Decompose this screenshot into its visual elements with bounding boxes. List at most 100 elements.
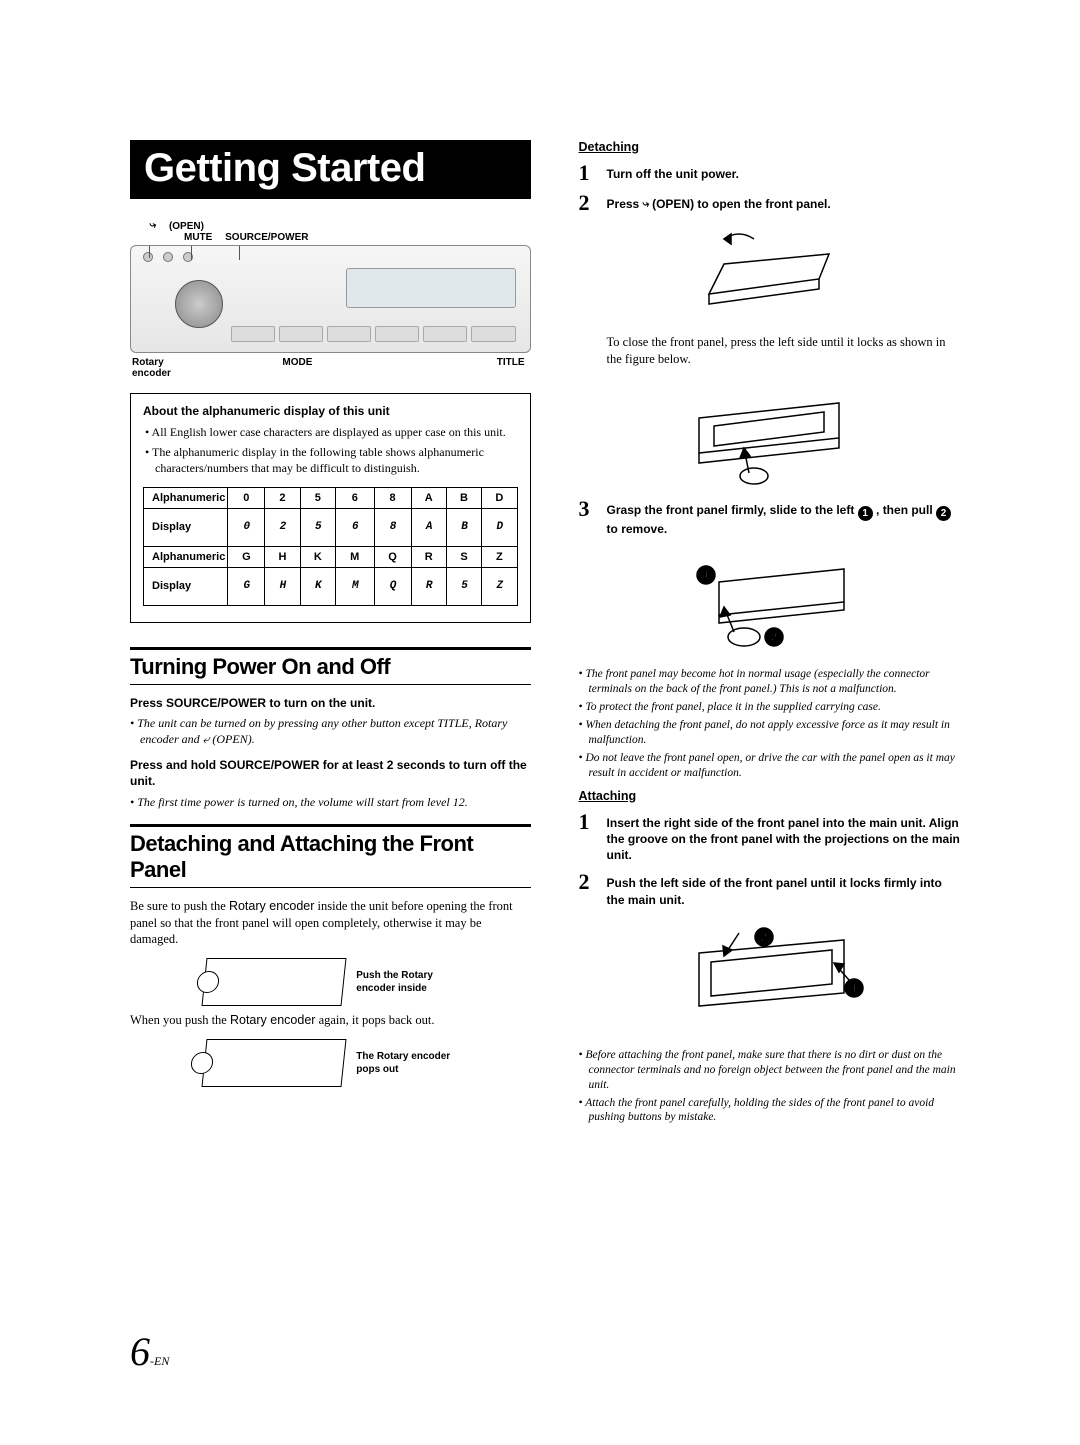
open-icon: ⤶ (148, 218, 158, 232)
table-cell: D (482, 487, 517, 508)
section-heading-detach: Detaching and Attaching the Front Panel (130, 824, 531, 888)
figure-open-panel (689, 224, 849, 324)
label-mode: MODE (282, 357, 312, 379)
figure-push-encoder: Push the Rotary encoder inside (130, 958, 531, 1006)
step-number: 2 (579, 192, 597, 214)
step-text: Grasp the front panel firmly, slide to t… (607, 498, 960, 537)
label-rotary-encoder: Rotary encoder (132, 357, 188, 379)
step-text: Insert the right side of the front panel… (607, 811, 960, 864)
label-title: TITLE (497, 357, 525, 379)
circle-2-icon: 2 (936, 506, 951, 521)
banner-title: Getting Started (130, 140, 531, 199)
info-bullet: The alphanumeric display in the followin… (143, 444, 518, 476)
svg-text:2: 2 (771, 630, 778, 644)
table-cell: 0 (228, 487, 265, 508)
table-cell: 8 (374, 487, 411, 508)
table-cell: Z (482, 546, 517, 567)
table-seg-cell: B (446, 508, 481, 546)
step-3: 3 Grasp the front panel firmly, slide to… (579, 498, 960, 537)
step-text: Press ⤶ (OPEN) to open the front panel. (607, 192, 831, 214)
label-open: (OPEN) (169, 221, 204, 232)
table-row-label: Alphanumeric (144, 546, 228, 567)
section-heading-power: Turning Power On and Off (130, 647, 531, 685)
table-row-label: Alphanumeric (144, 487, 228, 508)
step-1: 1 Turn off the unit power. (579, 162, 960, 184)
attach-notes: Before attaching the front panel, make s… (579, 1048, 960, 1126)
table-cell: B (446, 487, 481, 508)
step-text: Turn off the unit power. (607, 162, 739, 184)
alphanumeric-table: Alphanumeric 0 2 5 6 8 A B D Display 0 2… (143, 487, 518, 606)
table-seg-cell: Z (482, 567, 517, 605)
table-seg-cell: H (265, 567, 300, 605)
table-row-label: Display (144, 508, 228, 546)
table-seg-cell: K (300, 567, 335, 605)
diagram-top-labels: ⤶ (OPEN) MUTE SOURCE/POWER (130, 219, 531, 243)
table-seg-cell: A (411, 508, 446, 546)
power-instruction: Press and hold SOURCE/POWER for at least… (130, 757, 531, 789)
table-cell: G (228, 546, 265, 567)
table-seg-cell: 2 (265, 508, 300, 546)
figure-attach-panel: 2 1 (669, 918, 869, 1038)
table-seg-cell: Q (374, 567, 411, 605)
table-seg-cell: G (228, 567, 265, 605)
step-number: 2 (579, 871, 597, 907)
detach-notes: The front panel may become hot in normal… (579, 667, 960, 781)
table-seg-cell: 8 (374, 508, 411, 546)
power-instruction: Press SOURCE/POWER to turn on the unit. (130, 695, 531, 711)
attach-step-2: 2 Push the left side of the front panel … (579, 871, 960, 907)
table-cell: 2 (265, 487, 300, 508)
table-cell: A (411, 487, 446, 508)
step-text: Push the left side of the front panel un… (607, 871, 960, 907)
figure-caption: Push the Rotary encoder inside (356, 969, 456, 995)
table-cell: 6 (335, 487, 374, 508)
list-item: Attach the front panel carefully, holdin… (579, 1096, 960, 1126)
svg-text:2: 2 (761, 930, 768, 944)
label-mute: MUTE (184, 232, 212, 243)
table-cell: R (411, 546, 446, 567)
table-row-label: Display (144, 567, 228, 605)
figure-pop-encoder: The Rotary encoder pops out (130, 1039, 531, 1087)
info-box-title: About the alphanumeric display of this u… (143, 404, 518, 418)
subhead-detaching: Detaching (579, 140, 960, 154)
label-source-power: SOURCE/POWER (225, 232, 308, 243)
table-cell: H (265, 546, 300, 567)
power-note: The first time power is turned on, the v… (130, 794, 531, 810)
figure-close-panel (674, 378, 864, 488)
alphanumeric-info-box: About the alphanumeric display of this u… (130, 393, 531, 623)
close-panel-text: To close the front panel, press the left… (579, 334, 960, 368)
table-cell: 5 (300, 487, 335, 508)
detach-mid-text: When you push the Rotary encoder again, … (130, 1012, 531, 1029)
step-2: 2 Press ⤶ (OPEN) to open the front panel… (579, 192, 960, 214)
table-cell: M (335, 546, 374, 567)
table-cell: K (300, 546, 335, 567)
table-seg-cell: M (335, 567, 374, 605)
step-number: 1 (579, 811, 597, 864)
svg-text:1: 1 (851, 981, 858, 995)
step-number: 1 (579, 162, 597, 184)
unit-diagram (130, 245, 531, 353)
figure-remove-panel: 1 2 (674, 547, 864, 657)
step-number: 3 (579, 498, 597, 537)
table-seg-cell: D (482, 508, 517, 546)
list-item: When detaching the front panel, do not a… (579, 718, 960, 748)
table-cell: S (446, 546, 481, 567)
attach-step-1: 1 Insert the right side of the front pan… (579, 811, 960, 864)
info-bullet: All English lower case characters are di… (143, 424, 518, 440)
table-seg-cell: 5 (446, 567, 481, 605)
table-seg-cell: 0 (228, 508, 265, 546)
power-note: The unit can be turned on by pressing an… (130, 715, 531, 747)
table-seg-cell: 6 (335, 508, 374, 546)
figure-caption: The Rotary encoder pops out (356, 1050, 456, 1076)
list-item: To protect the front panel, place it in … (579, 700, 960, 715)
list-item: Before attaching the front panel, make s… (579, 1048, 960, 1093)
detach-intro: Be sure to push the Rotary encoder insid… (130, 898, 531, 949)
table-cell: Q (374, 546, 411, 567)
list-item: The front panel may become hot in normal… (579, 667, 960, 697)
list-item: Do not leave the front panel open, or dr… (579, 751, 960, 781)
page-number: 6-EN (130, 1328, 169, 1375)
table-seg-cell: 5 (300, 508, 335, 546)
table-seg-cell: R (411, 567, 446, 605)
circle-1-icon: 1 (858, 506, 873, 521)
subhead-attaching: Attaching (579, 789, 960, 803)
svg-text:1: 1 (703, 568, 710, 582)
